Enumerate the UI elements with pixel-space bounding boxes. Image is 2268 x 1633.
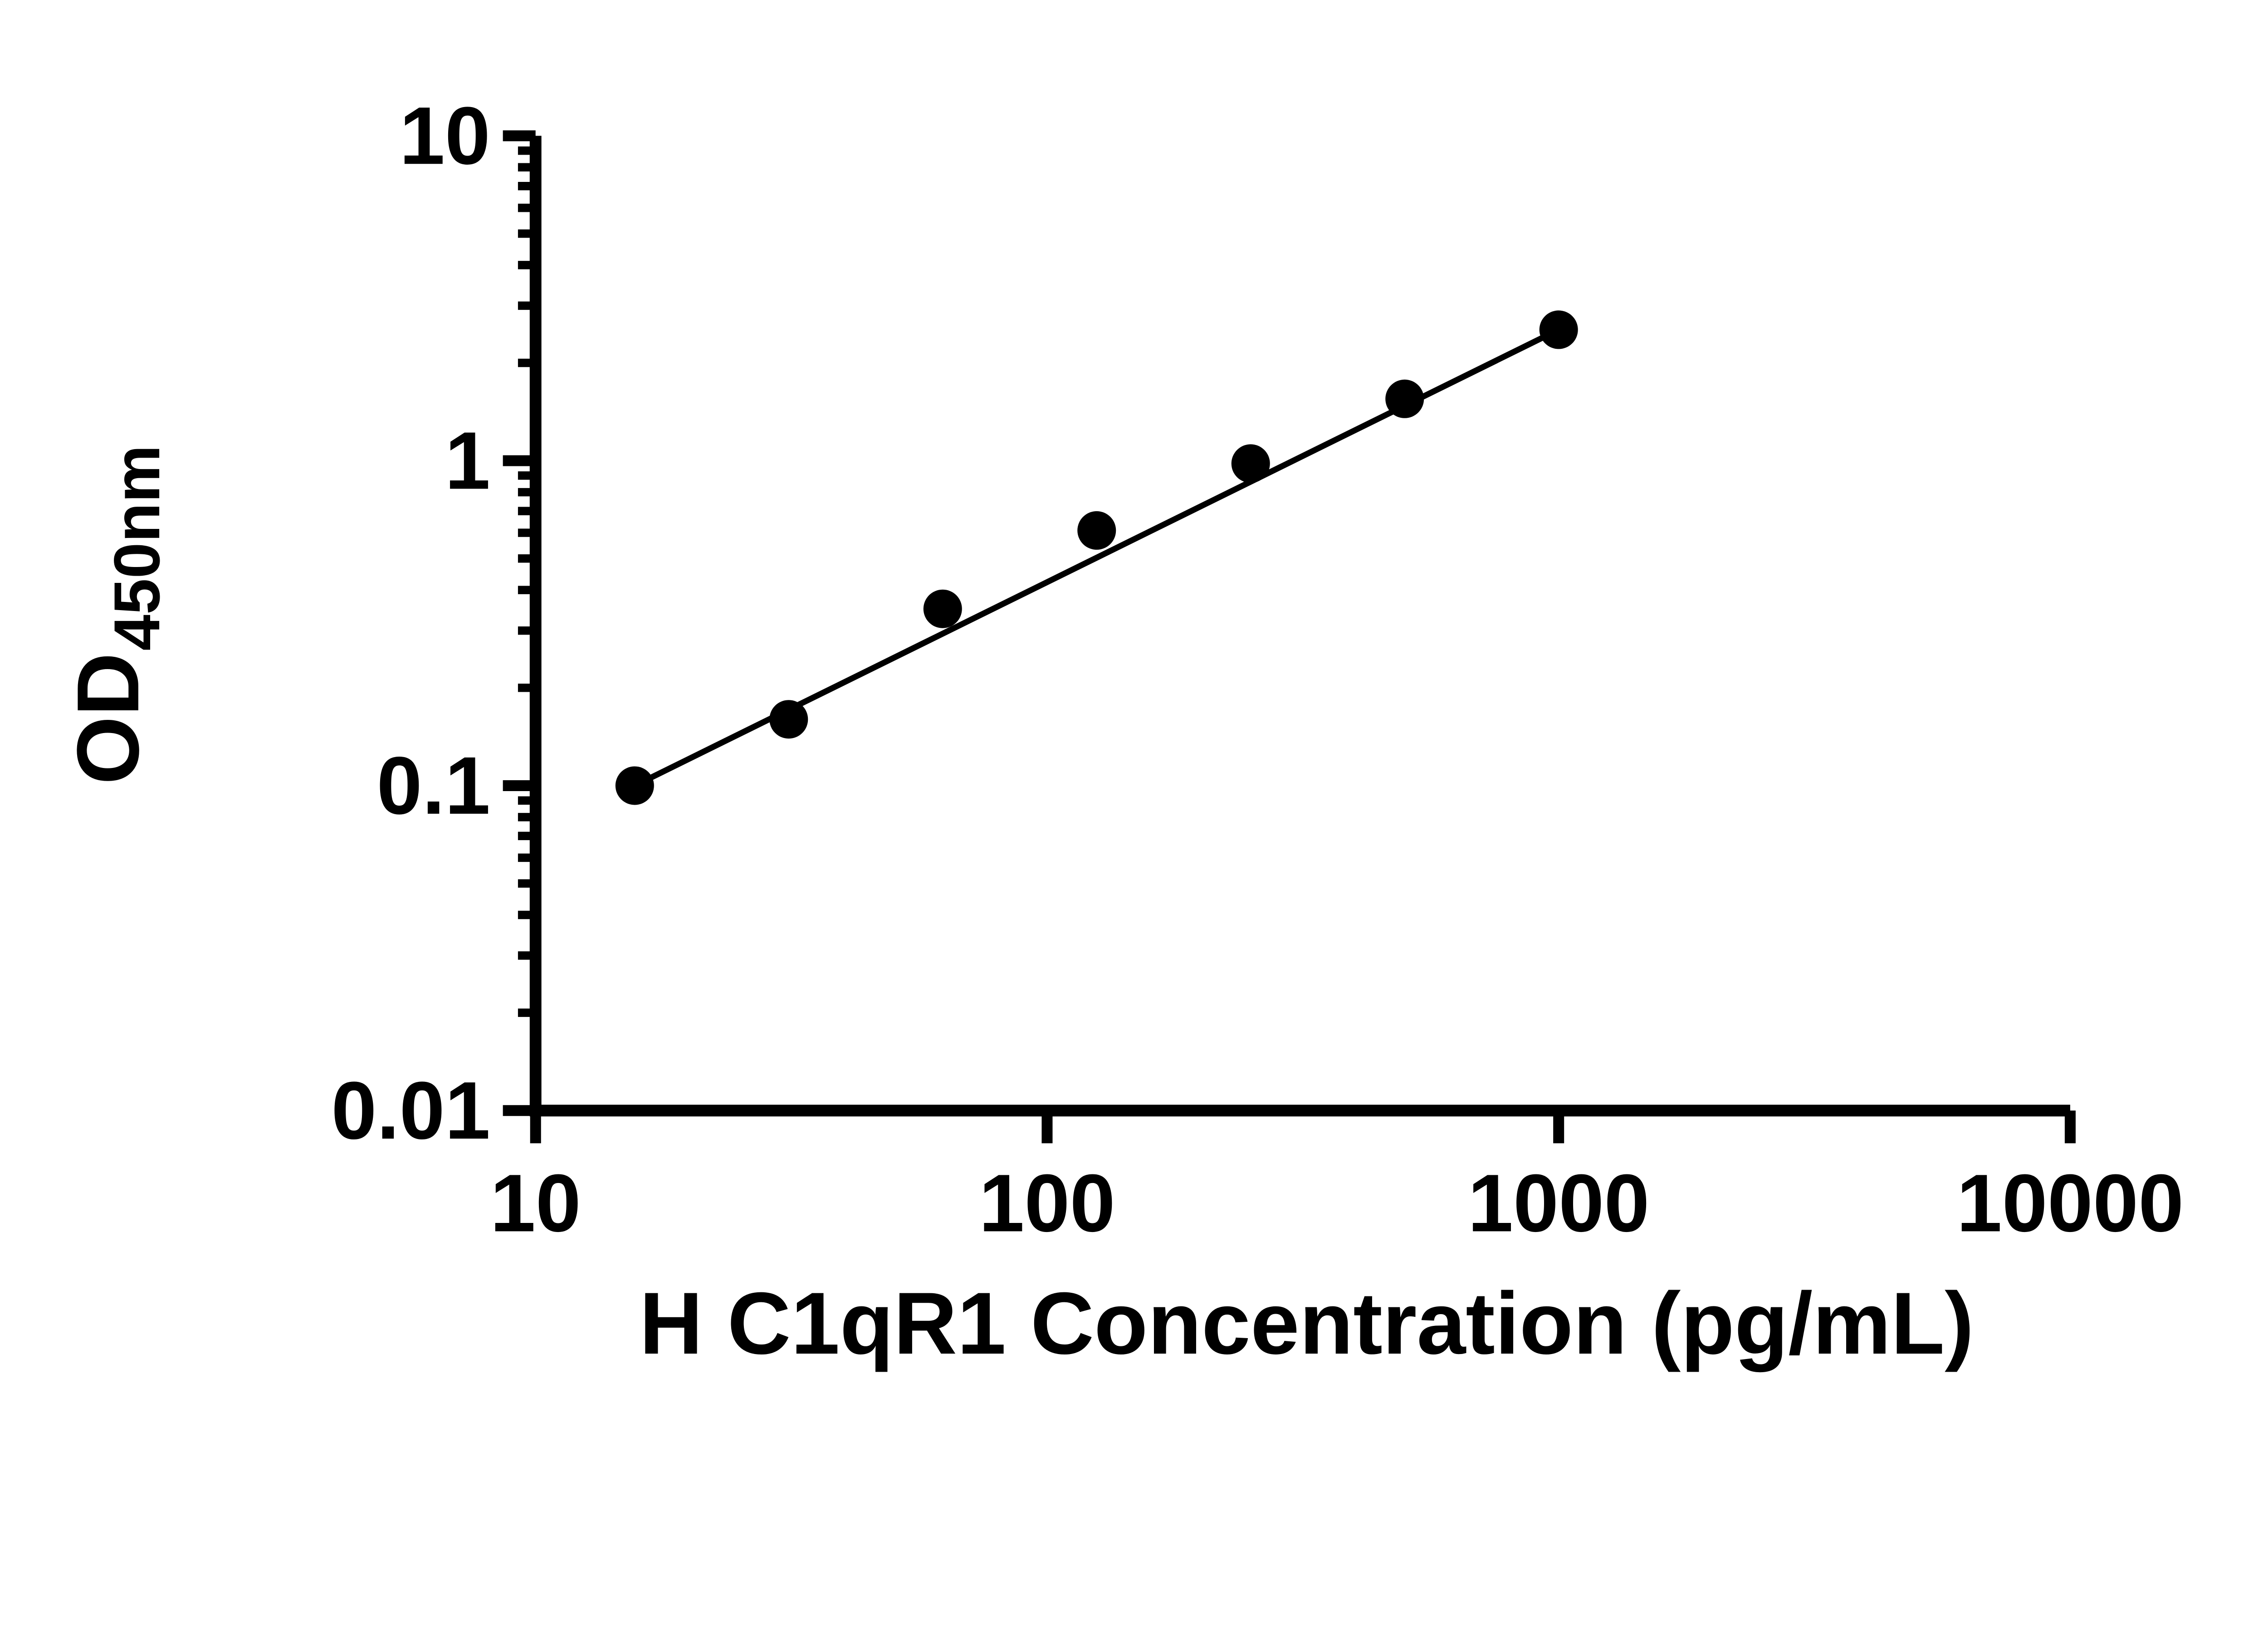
chart-generated-layer: 0.01 0.1 1 10 10 100 1000 10000 [331,90,2184,1249]
elisa-standard-curve-figure: 0.01 0.1 1 10 10 100 1000 10000 H C1qR1 Concent… [59,90,2184,1373]
standard-curve-chart: 0.01 0.1 1 10 10 100 1000 10000 H C1qR1 Concent… [59,90,2184,1373]
x-axis-title: H C1qR1 Concentration (pg/mL) [639,1274,1974,1373]
data-point [923,589,962,628]
y-axis-title: OD 450nm [59,445,173,785]
x-tick-label: 1000 [1468,1158,1650,1249]
y-tick-label: 1 [445,416,490,507]
x-tick-label: 10 [490,1158,581,1249]
data-point [1385,379,1424,418]
x-tick-label: 100 [979,1158,1115,1249]
y-tick-label: 0.01 [331,1065,490,1156]
x-tick-label: 10000 [1956,1158,2184,1249]
data-point [1539,310,1578,349]
data-point [1077,511,1116,550]
data-point [615,766,654,805]
axis-frame [529,136,2070,1117]
data-point [1231,444,1270,483]
y-axis-title-main: OD [59,653,157,785]
y-tick-label: 0.1 [377,740,490,831]
y-axis-title-sub: 450nm [101,445,173,651]
data-point [769,700,808,739]
y-tick-label: 10 [400,90,490,181]
